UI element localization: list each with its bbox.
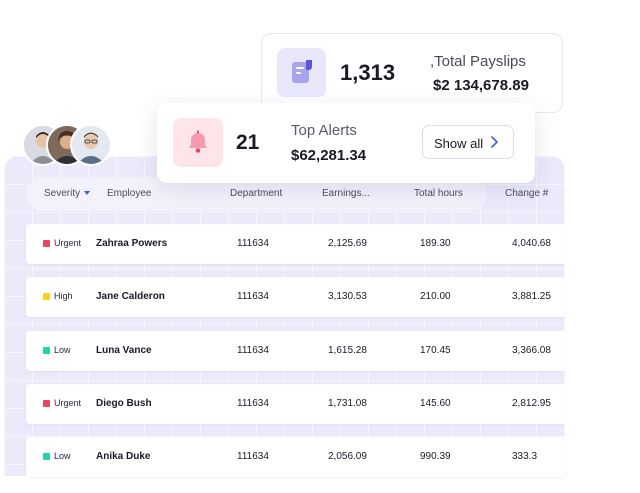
change-value: 2,812.95: [512, 398, 551, 409]
employee-name: Anika Duke: [96, 451, 151, 462]
chevron-right-icon: [490, 135, 500, 152]
department-value: 111634: [237, 398, 269, 409]
employee-name: Luna Vance: [96, 345, 152, 356]
earnings-value: 2,125.69: [328, 238, 367, 249]
severity-badge: Low: [43, 451, 71, 461]
hours-value: 990.39: [420, 451, 451, 462]
table-row[interactable]: Low Luna Vance 111634 1,615.28 170.45 3,…: [26, 331, 565, 371]
severity-dot: [43, 400, 50, 407]
earnings-value: 3,130.53: [328, 291, 367, 302]
hours-value: 210.00: [420, 291, 451, 302]
payslips-count: 1,313: [340, 60, 396, 85]
avatar: [70, 124, 112, 166]
alerts-count: 21: [236, 131, 260, 154]
earnings-column-header[interactable]: Earnings...: [322, 188, 370, 199]
change-column-header[interactable]: Change #: [505, 188, 549, 199]
change-value: 333.3: [512, 451, 538, 462]
table-row[interactable]: Low Anika Duke 111634 2,056.09 990.39 33…: [26, 437, 565, 477]
hours-value: 170.45: [420, 345, 451, 356]
table-row[interactable]: High Jane Calderon 111634 3,130.53 210.0…: [26, 277, 565, 317]
severity-dot: [43, 453, 50, 460]
hours-value: 145.60: [420, 398, 451, 409]
earnings-value: 1,731.08: [328, 398, 367, 409]
severity-column-header[interactable]: Severity: [44, 188, 91, 199]
hours-value: 189.30: [420, 238, 451, 249]
employee-name: Diego Bush: [96, 398, 152, 409]
severity-dot: [43, 240, 50, 247]
bell-icon: [173, 118, 223, 167]
employee-name: Zahraa Powers: [96, 238, 168, 249]
change-value: 3,881.25: [512, 291, 551, 302]
severity-dot: [43, 293, 50, 300]
change-value: 3,366.08: [512, 345, 551, 356]
hours-column-header[interactable]: Total hours: [414, 188, 463, 199]
severity-badge: Urgent: [43, 238, 81, 248]
table-row[interactable]: Urgent Zahraa Powers 111634 2,125.69 189…: [26, 224, 565, 264]
chevron-down-icon: [84, 191, 91, 195]
employee-name: Jane Calderon: [96, 291, 165, 302]
severity-badge: Low: [43, 345, 71, 355]
earnings-value: 1,615.28: [328, 345, 367, 356]
severity-badge: High: [43, 291, 73, 301]
department-value: 111634: [237, 291, 269, 302]
department-column-header[interactable]: Department: [230, 188, 283, 199]
payslip-icon: [277, 48, 326, 97]
employee-column-header[interactable]: Employee: [107, 188, 152, 199]
alerts-title: Top Alerts: [291, 122, 357, 139]
alerts-amount: $62,281.34: [291, 147, 367, 164]
earnings-value: 2,056.09: [328, 451, 367, 462]
severity-dot: [43, 347, 50, 354]
top-alerts-card: 21 Top Alerts $62,281.34 Show all: [157, 103, 535, 183]
department-value: 111634: [237, 451, 269, 462]
table-row[interactable]: Urgent Diego Bush 111634 1,731.08 145.60…: [26, 384, 565, 424]
total-payslips-card: 1,313 ,Total Payslips $2 134,678.89: [261, 33, 563, 113]
payslips-amount: $2 134,678.89: [433, 77, 529, 94]
department-value: 111634: [237, 238, 269, 249]
change-value: 4,040.68: [512, 238, 551, 249]
payslips-title: ,Total Payslips: [430, 53, 526, 70]
severity-badge: Urgent: [43, 398, 81, 408]
show-all-button[interactable]: Show all: [422, 125, 514, 159]
department-value: 111634: [237, 345, 269, 356]
show-all-label: Show all: [434, 136, 484, 151]
